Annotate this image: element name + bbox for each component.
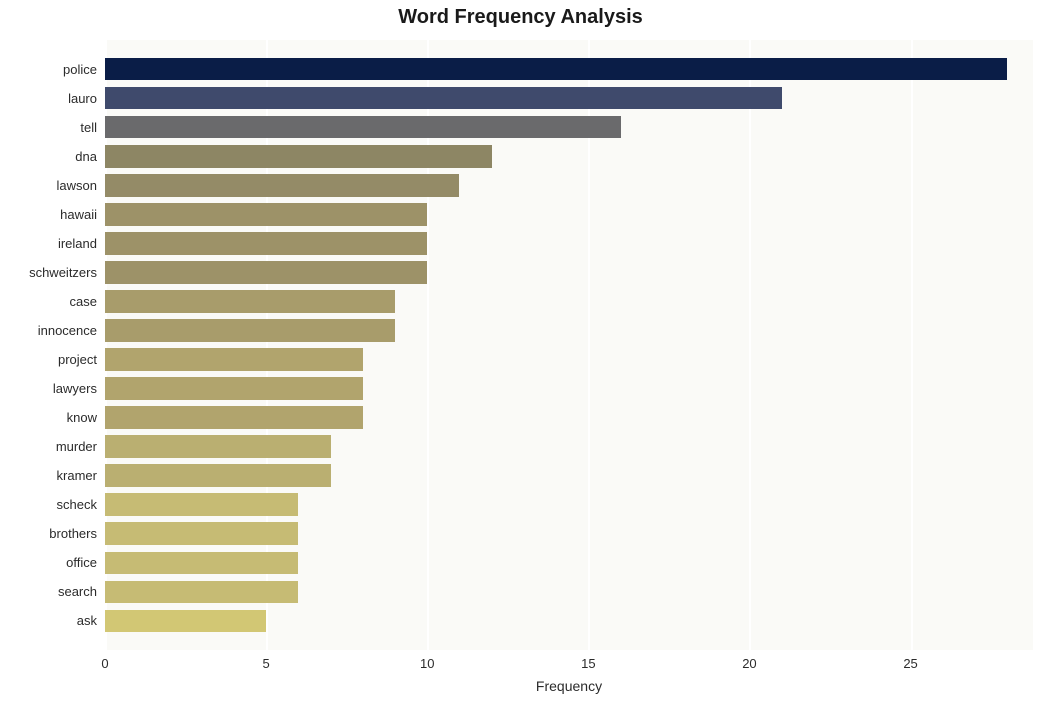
- bar: [105, 464, 331, 487]
- y-tick-label: project: [0, 352, 97, 367]
- bar: [105, 116, 621, 139]
- bar: [105, 435, 331, 458]
- y-tick-label: lauro: [0, 91, 97, 106]
- y-tick-label: ask: [0, 613, 97, 628]
- y-tick-label: dna: [0, 149, 97, 164]
- y-tick-label: police: [0, 62, 97, 77]
- x-tick-label: 25: [903, 656, 917, 671]
- x-tick-label: 0: [101, 656, 108, 671]
- y-tick-label: hawaii: [0, 207, 97, 222]
- grid-line: [749, 40, 751, 650]
- y-tick-label: schweitzers: [0, 265, 97, 280]
- bar: [105, 552, 298, 575]
- bar: [105, 610, 266, 633]
- bar: [105, 58, 1007, 81]
- y-tick-label: lawyers: [0, 381, 97, 396]
- bar: [105, 145, 492, 168]
- bar: [105, 377, 363, 400]
- y-tick-label: search: [0, 584, 97, 599]
- bar: [105, 174, 459, 197]
- bar: [105, 290, 395, 313]
- word-frequency-chart: Word Frequency Analysis Frequency 0 5 10 15…: [0, 0, 1041, 701]
- bar: [105, 406, 363, 429]
- bar: [105, 203, 427, 226]
- bar: [105, 348, 363, 371]
- y-tick-label: case: [0, 294, 97, 309]
- x-tick-label: 5: [262, 656, 269, 671]
- y-tick-label: kramer: [0, 468, 97, 483]
- bar: [105, 232, 427, 255]
- x-axis-title: Frequency: [105, 678, 1033, 694]
- chart-title: Word Frequency Analysis: [0, 6, 1041, 29]
- bar: [105, 261, 427, 284]
- y-tick-label: brothers: [0, 526, 97, 541]
- y-tick-label: ireland: [0, 236, 97, 251]
- x-tick-label: 20: [742, 656, 756, 671]
- grid-line: [911, 40, 913, 650]
- x-tick-label: 10: [420, 656, 434, 671]
- y-tick-label: know: [0, 410, 97, 425]
- bar: [105, 493, 298, 516]
- bar: [105, 581, 298, 604]
- y-tick-label: murder: [0, 439, 97, 454]
- bar: [105, 319, 395, 342]
- bar: [105, 522, 298, 545]
- y-tick-label: lawson: [0, 178, 97, 193]
- bar: [105, 87, 782, 110]
- y-tick-label: office: [0, 555, 97, 570]
- y-tick-label: tell: [0, 120, 97, 135]
- plot-area: [105, 40, 1033, 650]
- y-tick-label: innocence: [0, 323, 97, 338]
- x-tick-label: 15: [581, 656, 595, 671]
- y-tick-label: scheck: [0, 497, 97, 512]
